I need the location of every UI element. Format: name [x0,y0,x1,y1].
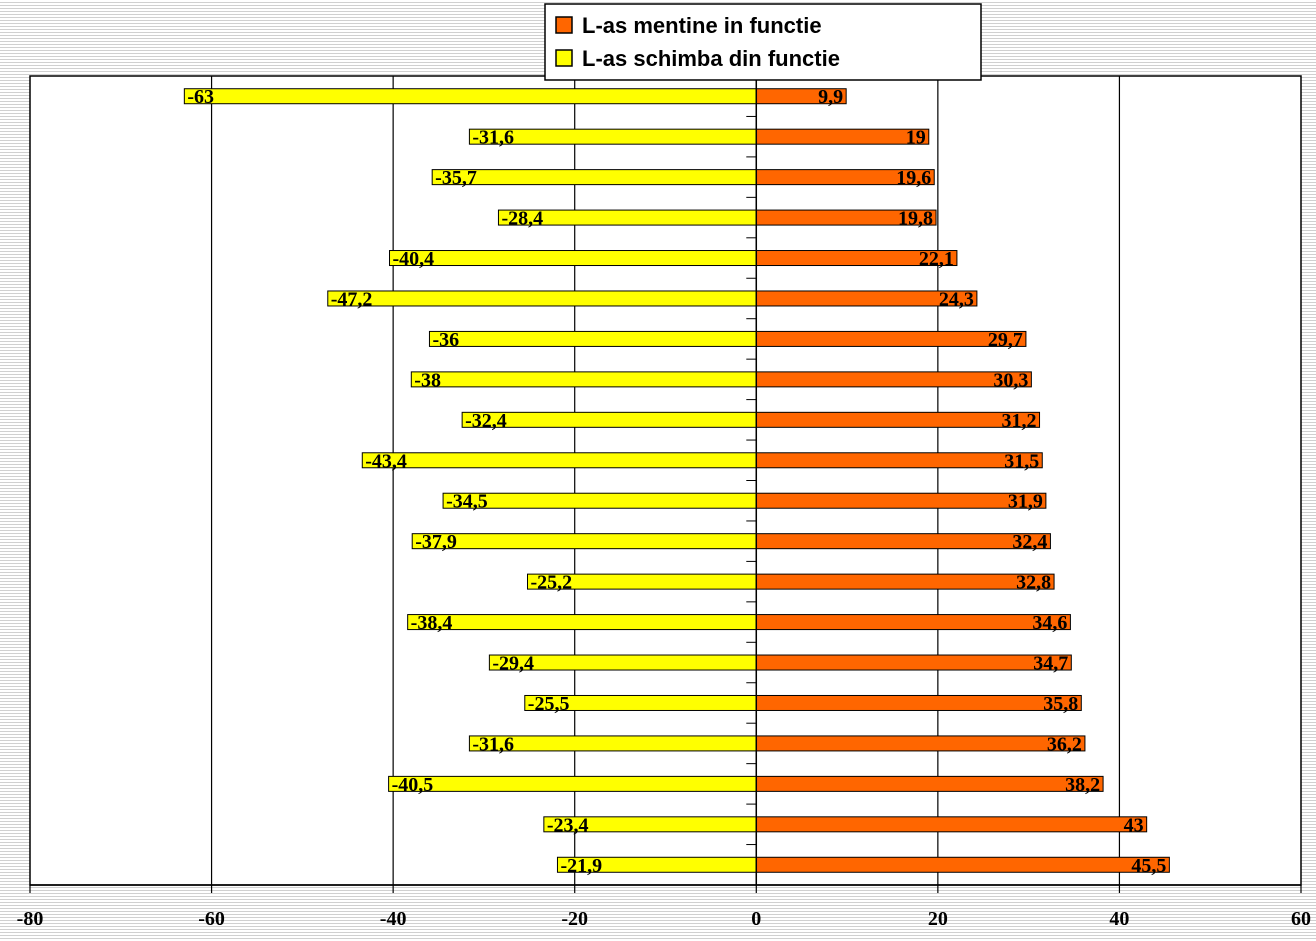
bar-label-schimba: -25,5 [528,693,570,715]
legend: L-as mentine in functie L-as schimba din… [544,3,982,81]
bar-label-schimba: -29,4 [492,653,534,675]
bar-mentine [755,654,1072,671]
bar-mentine [755,492,1047,509]
x-tick-label: -80 [17,908,44,930]
bar-label-schimba: -31,6 [472,733,514,755]
bar-label-schimba: -40,5 [392,774,434,796]
bar-label-schimba: -63 [187,86,214,108]
bar-mentine [755,614,1071,631]
bar-label-mentine: 31,2 [1002,410,1037,432]
bar-label-schimba: -25,2 [531,572,573,594]
bar-label-schimba: -23,4 [547,814,589,836]
bar-label-mentine: 31,9 [1008,491,1043,513]
bar-mentine [755,694,1082,711]
bar-schimba [428,330,757,347]
bar-label-mentine: 19 [906,127,926,149]
legend-swatch-schimba [555,49,573,67]
x-tick-label: 20 [928,908,948,930]
bar-label-schimba: -40,4 [393,248,435,270]
bar-label-schimba: -21,9 [560,855,602,877]
bar-label-schimba: -31,6 [472,127,514,149]
bar-label-mentine: 34,7 [1033,653,1068,675]
bar-schimba [411,533,757,550]
legend-swatch-mentine [555,16,573,34]
bar-label-mentine: 36,2 [1047,733,1082,755]
bar-mentine [755,775,1104,792]
x-tick-label: -20 [561,908,588,930]
bar-mentine [755,128,930,145]
bar-mentine [755,856,1170,873]
bar-label-schimba: -43,4 [365,450,407,472]
bar-schimba [327,290,757,307]
x-tick-label: 40 [1109,908,1129,930]
bar-label-schimba: -47,2 [331,288,373,310]
bar-schimba [183,88,757,105]
bar-label-mentine: 29,7 [988,329,1023,351]
bar-mentine [755,411,1041,428]
bar-schimba [361,452,757,469]
bar-label-mentine: 45,5 [1131,855,1166,877]
bar-mentine [755,330,1027,347]
bar-label-schimba: -28,4 [501,208,543,230]
bar-schimba [431,169,757,186]
bar-label-mentine: 30,3 [993,369,1028,391]
bar-mentine [755,371,1032,388]
plot-area [29,75,1302,886]
bar-mentine [755,735,1086,752]
bar-label-mentine: 19,8 [898,208,933,230]
bar-label-mentine: 19,6 [896,167,931,189]
bar-label-mentine: 22,1 [919,248,954,270]
bar-mentine [755,816,1148,833]
bar-label-mentine: 9,9 [818,86,843,108]
bar-mentine [755,573,1055,590]
bar-schimba [407,614,757,631]
bar-mentine [755,452,1043,469]
legend-label-mentine: L-as mentine in functie [582,13,822,38]
x-tick-label: 60 [1291,908,1311,930]
bar-label-mentine: 38,2 [1065,774,1100,796]
bar-mentine [755,533,1051,550]
bar-schimba [388,775,757,792]
legend-label-schimba: L-as schimba din functie [582,46,840,71]
bar-label-schimba: -38,4 [411,612,453,634]
bar-label-mentine: 24,3 [939,288,974,310]
bar-label-schimba: -37,9 [415,531,457,553]
legend-box [544,3,982,81]
bar-label-schimba: -36 [432,329,459,351]
bar-label-mentine: 31,5 [1004,450,1039,472]
bar-label-schimba: -35,7 [435,167,477,189]
bar-label-mentine: 32,4 [1012,531,1047,553]
bar-schimba [442,492,757,509]
bar-label-mentine: 35,8 [1043,693,1078,715]
bar-label-mentine: 34,6 [1032,612,1067,634]
bar-schimba [410,371,757,388]
bar-label-schimba: -38 [414,369,441,391]
bar-label-mentine: 43 [1124,814,1144,836]
x-axis: -80 -60 -40 -20 0 20 40 60 [17,75,1311,930]
bar-label-schimba: -34,5 [446,491,488,513]
bars: 9,9 -63 19 -31,6 19,6 -35,7 19,8 -28,4 22,1 -40,4… [183,86,1170,877]
bar-label-mentine: 32,8 [1016,572,1051,594]
bar-schimba [389,250,757,267]
bar-label-schimba: -32,4 [465,410,507,432]
x-tick-label: -60 [198,908,225,930]
x-tick-label: -40 [380,908,407,930]
x-tick-label: 0 [751,908,761,930]
